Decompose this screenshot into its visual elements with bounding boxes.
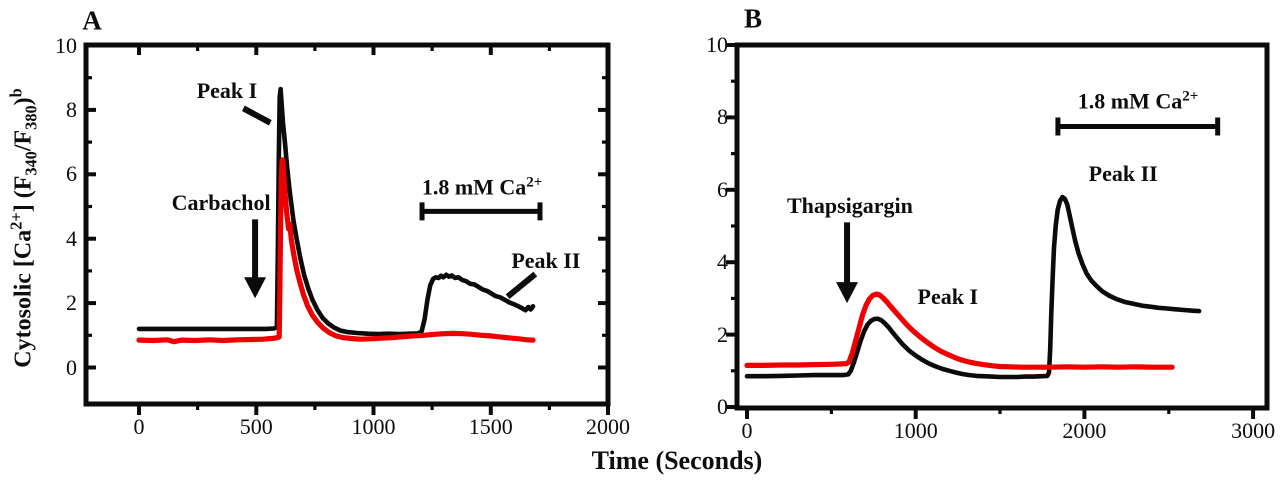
annotation-carbachol-arrow [244, 219, 267, 299]
y-tick-label: 8 [717, 104, 728, 130]
annotation-carbachol-label: Carbachol [171, 190, 271, 216]
annotation-peak-ii-label: Peak II [1088, 160, 1158, 186]
panel-a-red-trace [136, 157, 536, 345]
x-tick-label: 2000 [1062, 418, 1107, 443]
annotation-peak-ii-pointer [505, 271, 538, 300]
x-tick-label: 1500 [468, 414, 513, 439]
annotation-thapsigargin-arrow [836, 222, 859, 304]
panel-a-letter: A [82, 5, 102, 36]
panel-a-frame [83, 42, 611, 407]
annotation-ca-bar [419, 202, 543, 221]
x-tick-label: 1000 [893, 418, 938, 443]
x-tick-label: 0 [741, 418, 753, 443]
arrow-head [244, 277, 267, 299]
y-tick-label: 4 [66, 225, 77, 251]
arrow-head [836, 282, 859, 304]
annotation-thapsigargin-label: Thapsigargin [786, 193, 913, 219]
annotation-ca-bar-label: 1.8 mM Ca2+ [421, 173, 543, 200]
y-tick-label: 8 [66, 96, 77, 122]
x-axis-label: Time (Seconds) [591, 446, 763, 475]
panel-b-black-trace [744, 194, 1202, 380]
x-tick-label: 500 [239, 414, 273, 439]
x-tick-label: 2000 [586, 414, 630, 439]
annotation-peak-ii-label: Peak II [511, 248, 581, 274]
panel-a-black-trace [136, 86, 536, 337]
annotation-peak-i-pointer [241, 105, 272, 126]
panel-b [726, 42, 1270, 419]
annotation-ca-bar-label: 1.8 mM Ca2+ [1077, 88, 1199, 114]
y-tick-label: 2 [717, 321, 728, 347]
panel-a [83, 42, 611, 415]
y-tick-label: 10 [706, 32, 728, 57]
y-tick-label: 0 [717, 394, 728, 419]
annotation-peak-i-label: Peak I [196, 77, 258, 103]
y-tick-label: 10 [55, 32, 77, 58]
x-tick-label: 0 [133, 414, 145, 439]
y-axis-label: Cytosolic [Ca2+] (F340/F380)b [6, 88, 41, 368]
annotation-ca-bar [1055, 117, 1221, 136]
y-tick-label: 6 [717, 176, 728, 202]
panel-b-letter: B [743, 3, 763, 34]
panel-b-red-trace [744, 291, 1175, 370]
y-tick-label: 0 [66, 354, 77, 380]
x-tick-label: 3000 [1231, 418, 1276, 443]
y-tick-label: 4 [717, 249, 728, 275]
y-tick-label: 2 [66, 290, 77, 316]
annotation-peak-i-label: Peak I [917, 283, 979, 309]
y-tick-label: 6 [66, 161, 77, 187]
x-tick-label: 1000 [351, 414, 396, 439]
